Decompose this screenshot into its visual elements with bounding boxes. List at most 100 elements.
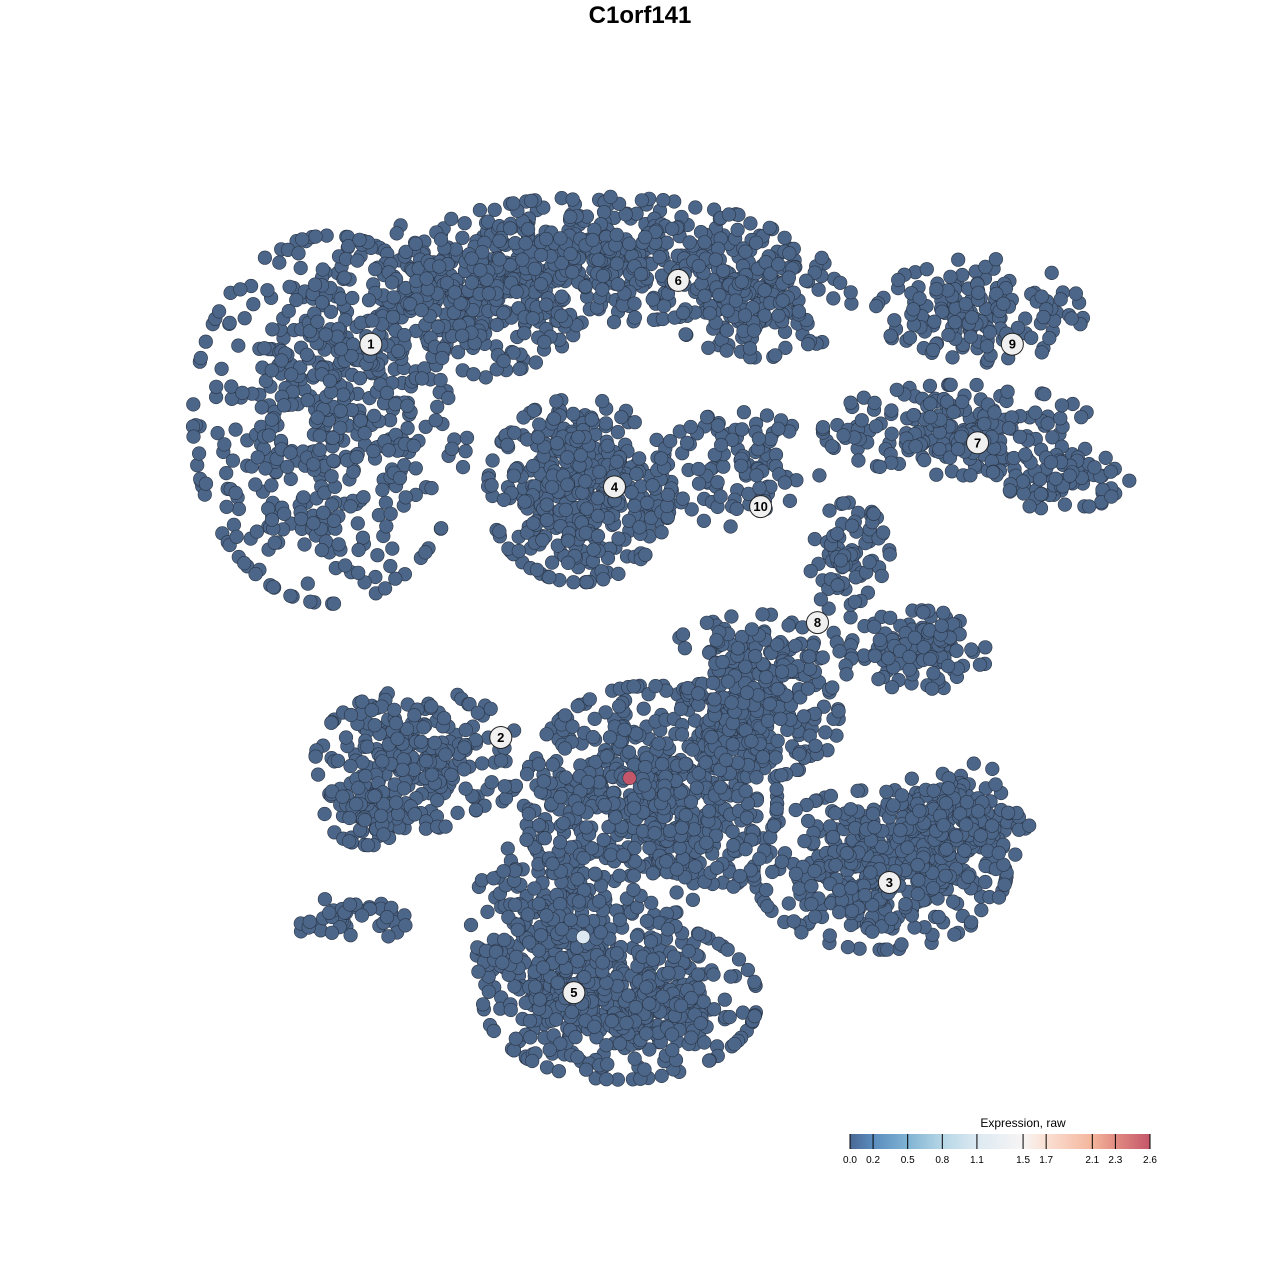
data-point [609,946,625,961]
data-point [595,268,611,284]
data-point [565,192,580,207]
data-point [843,285,858,300]
data-point [266,579,281,595]
data-point [283,445,298,460]
data-point [342,834,357,849]
data-point [791,304,807,319]
data-point [351,780,366,796]
data-point [608,810,623,825]
data-point [851,453,866,468]
data-point [602,730,618,745]
data-point [757,283,772,298]
data-point [664,1027,680,1042]
data-point [399,721,415,737]
data-point [893,823,908,838]
data-point [524,193,539,208]
data-point [931,909,946,925]
data-point [428,413,443,428]
data-point [438,819,453,834]
data-point [186,397,201,412]
data-point [691,259,706,274]
data-point [455,328,470,343]
data-point [936,605,951,620]
data-point [697,1035,712,1050]
data-point [302,324,318,339]
data-point [219,466,234,481]
data-point [654,1068,669,1083]
data-point [539,512,555,528]
data-point [847,594,863,609]
data-point [267,535,282,550]
data-point [518,236,533,251]
data-point [677,641,693,656]
data-point [642,996,657,1011]
data-point [335,789,350,804]
data-point [254,400,269,415]
data-point [503,221,518,236]
data-point [938,868,953,884]
data-point [496,492,512,508]
data-point [457,216,472,231]
data-point [822,928,837,943]
data-point [781,896,796,911]
data-point [343,928,358,943]
data-point [506,468,521,483]
data-point [198,476,214,491]
data-point [261,428,277,443]
data-point [655,989,670,1004]
data-point [657,787,672,802]
data-point [228,485,243,501]
data-point [497,779,512,794]
data-point [637,230,653,245]
data-point [765,864,780,880]
data-point [1008,847,1023,862]
data-point [811,282,826,297]
data-point [818,725,833,740]
data-point [517,326,532,341]
data-point [938,795,954,811]
data-point [338,558,353,573]
data-point [384,275,400,290]
data-point [368,262,383,277]
data-point [595,282,610,297]
data-point [1012,429,1028,444]
data-point [709,860,725,875]
data-point [379,909,395,925]
data-point [632,451,647,466]
data-point [494,753,509,768]
data-point [484,775,499,790]
data-point [356,490,371,505]
data-point [570,1049,585,1065]
data-point [1062,468,1077,483]
data-point [343,707,359,723]
data-point [579,501,594,516]
data-point [770,681,785,697]
data-point [316,505,331,520]
data-point [843,802,858,817]
data-point [451,345,466,360]
data-point [725,737,740,752]
data-point [681,943,696,959]
data-point [521,806,537,822]
data-point [600,550,616,566]
data-point [738,244,753,259]
data-point [358,768,373,784]
data-point [355,530,371,545]
data-point [530,430,546,445]
data-point [886,798,901,813]
data-point [424,699,439,714]
data-point [857,888,873,903]
data-point [381,443,396,458]
data-point [629,929,645,944]
data-point [416,720,431,735]
data-point [280,459,295,474]
data-point [688,200,703,215]
data-point [522,935,537,950]
data-point [926,666,941,681]
data-point [788,802,803,818]
data-point [718,752,734,768]
data-point [654,525,669,540]
data-point [500,437,515,453]
data-point [867,619,882,634]
data-point [606,315,622,330]
